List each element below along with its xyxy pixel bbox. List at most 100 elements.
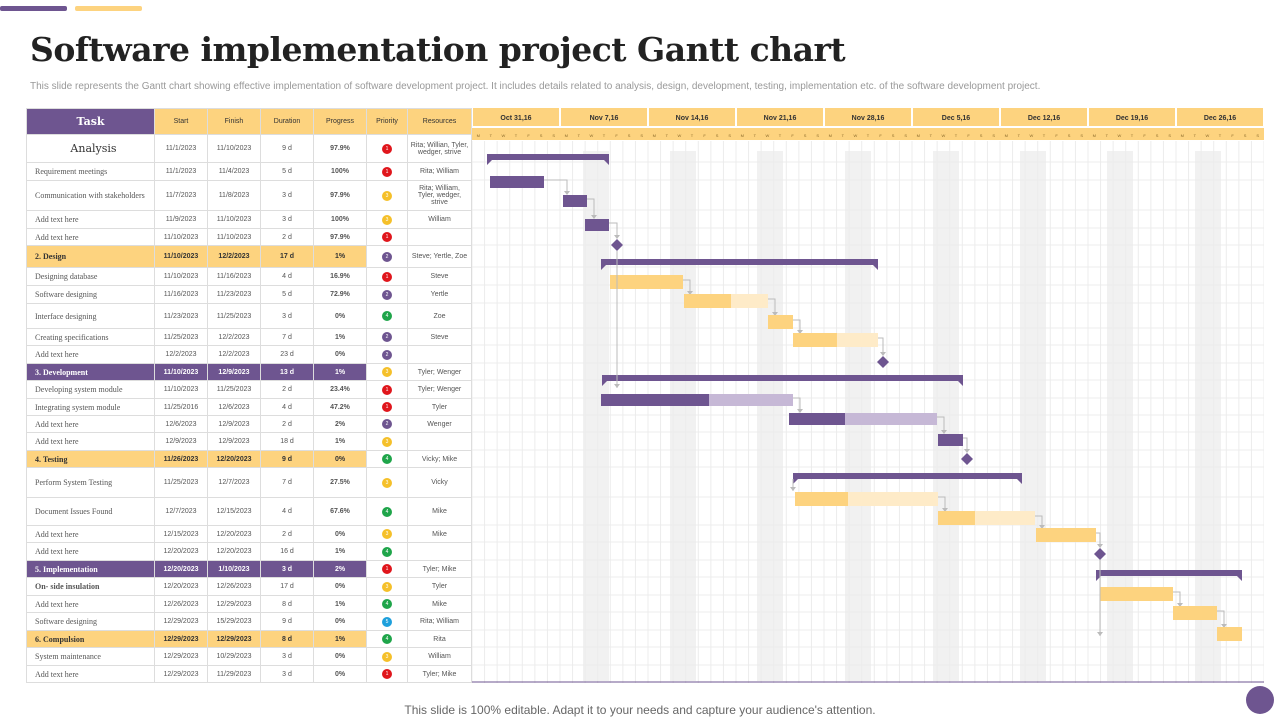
cell-start: 11/7/2023 [154, 180, 208, 211]
cell-duration: 3 d [260, 180, 314, 211]
day-label: F [703, 133, 706, 138]
cell-start: 11/10/2023 [154, 228, 208, 246]
cell-start: 12/20/2023 [154, 542, 208, 561]
priority-badge: 3 [382, 581, 392, 592]
cell-progress: 0% [313, 303, 367, 329]
cell-finish: 11/23/2023 [207, 285, 261, 304]
cell-task: Integrating system module [26, 398, 155, 416]
cell-finish: 12/2/2023 [207, 245, 261, 268]
dependency-arrow [544, 179, 568, 193]
arrow-head [1097, 632, 1103, 636]
day-label: M [477, 133, 480, 138]
cell-duration: 9 d [260, 450, 314, 468]
cell-progress: 100% [313, 210, 367, 229]
cell-duration: 3 d [260, 303, 314, 329]
cell-task: Add text here [26, 525, 155, 543]
table-header-row: Task Start Finish Duration Progress Priority R… [26, 108, 472, 135]
arrow-head [564, 191, 570, 195]
column-header-progress: Progress [313, 108, 367, 135]
day-label: W [502, 133, 506, 138]
task-bar-progress [1100, 587, 1173, 601]
cell-resources: Steve [407, 328, 472, 346]
summary-bar [487, 154, 609, 160]
column-header-finish: Finish [207, 108, 261, 135]
cell-task: Document Issues Found [26, 497, 155, 526]
cell-start: 12/20/2023 [154, 577, 208, 596]
priority-badge: 2 [382, 349, 392, 360]
priority-badge: 2 [382, 289, 392, 300]
arrow-head [687, 291, 693, 295]
arrow-head [772, 312, 778, 316]
cell-duration: 5 d [260, 162, 314, 181]
table-row: 3. Development 11/10/2023 12/9/2023 13 d 1% 3… [26, 363, 472, 381]
day-label: W [590, 133, 594, 138]
table-row: Integrating system module 11/25/2016 12/6/… [26, 398, 472, 416]
cell-progress: 1% [313, 328, 367, 346]
cell-start: 11/23/2023 [154, 303, 208, 329]
week-label: Nov 21,16 [764, 115, 797, 122]
arrow-head [1097, 544, 1103, 548]
cell-priority: 3 [366, 180, 408, 211]
cell-priority: 2 [366, 415, 408, 433]
day-label: S [992, 133, 995, 138]
cell-progress: 0% [313, 577, 367, 596]
column-header-start: Start [154, 108, 208, 135]
priority-badge: 3 [382, 190, 392, 201]
priority-badge: 3 [382, 367, 392, 377]
cell-progress: 2% [313, 415, 367, 433]
cell-duration: 8 d [260, 630, 314, 648]
week-label: Oct 31,16 [500, 115, 531, 122]
day-label: S [1068, 133, 1071, 138]
day-label: F [879, 133, 882, 138]
cell-duration: 2 d [260, 228, 314, 246]
cell-priority: 2 [366, 245, 408, 268]
day-label: S [1256, 133, 1259, 138]
day-label: S [728, 133, 731, 138]
cell-priority: 3 [366, 577, 408, 596]
day-label: S [804, 133, 807, 138]
table-row: 6. Compulsion 12/29/2023 12/29/2023 8 d 1% 4 R… [26, 630, 472, 648]
table-row: System maintenance 12/29/2023 10/29/2023 3 … [26, 647, 472, 666]
cell-progress: 97.9% [313, 180, 367, 211]
day-label: M [1093, 133, 1096, 138]
column-header-resources: Resources [407, 108, 472, 135]
cell-progress: 23.4% [313, 380, 367, 399]
priority-badge: 3 [382, 477, 392, 488]
task-bar-progress [768, 315, 793, 329]
table-row: Add text here 12/20/2023 12/20/2023 16 d 1% 4 [26, 542, 472, 561]
cell-task: Add text here [26, 415, 155, 433]
cell-duration: 3 d [260, 210, 314, 229]
day-label: T [578, 133, 581, 138]
cell-resources: Mike [407, 525, 472, 543]
day-label: T [1043, 133, 1046, 138]
task-bar-progress [490, 176, 544, 188]
summary-bar [602, 375, 963, 381]
cell-progress: 0% [313, 345, 367, 364]
table-row: Add text here 11/10/2023 11/10/2023 2 d 97.9… [26, 228, 472, 246]
week-header [649, 108, 735, 126]
cell-resources: Tyler; Wenger [407, 363, 472, 381]
table-row: Add text here 12/15/2023 12/20/2023 2 d 0% 3 M… [26, 525, 472, 543]
day-label: F [1231, 133, 1234, 138]
day-label: W [766, 133, 770, 138]
decor-circle [1246, 686, 1274, 714]
day-label: F [527, 133, 530, 138]
cell-resources: Tyler; Mike [407, 560, 472, 578]
priority-badge: 4 [382, 634, 392, 644]
table-row: Requirement meetings 11/1/2023 11/4/2023 5 … [26, 162, 472, 181]
cell-start: 12/29/2023 [154, 647, 208, 666]
cell-resources: Rita; William [407, 162, 472, 181]
cell-start: 11/1/2023 [154, 134, 208, 163]
cell-priority: 3 [366, 432, 408, 451]
cell-finish: 11/29/2023 [207, 665, 261, 683]
cell-finish: 11/10/2023 [207, 134, 261, 163]
cell-priority: 1 [366, 398, 408, 416]
cell-duration: 4 d [260, 267, 314, 286]
dependency-arrow [1217, 610, 1225, 626]
cell-start: 11/25/2023 [154, 467, 208, 498]
day-label: M [829, 133, 832, 138]
cell-task: Add text here [26, 432, 155, 451]
priority-badge: 1 [382, 232, 392, 242]
cell-progress: 0% [313, 450, 367, 468]
arrow-head [1221, 624, 1227, 628]
